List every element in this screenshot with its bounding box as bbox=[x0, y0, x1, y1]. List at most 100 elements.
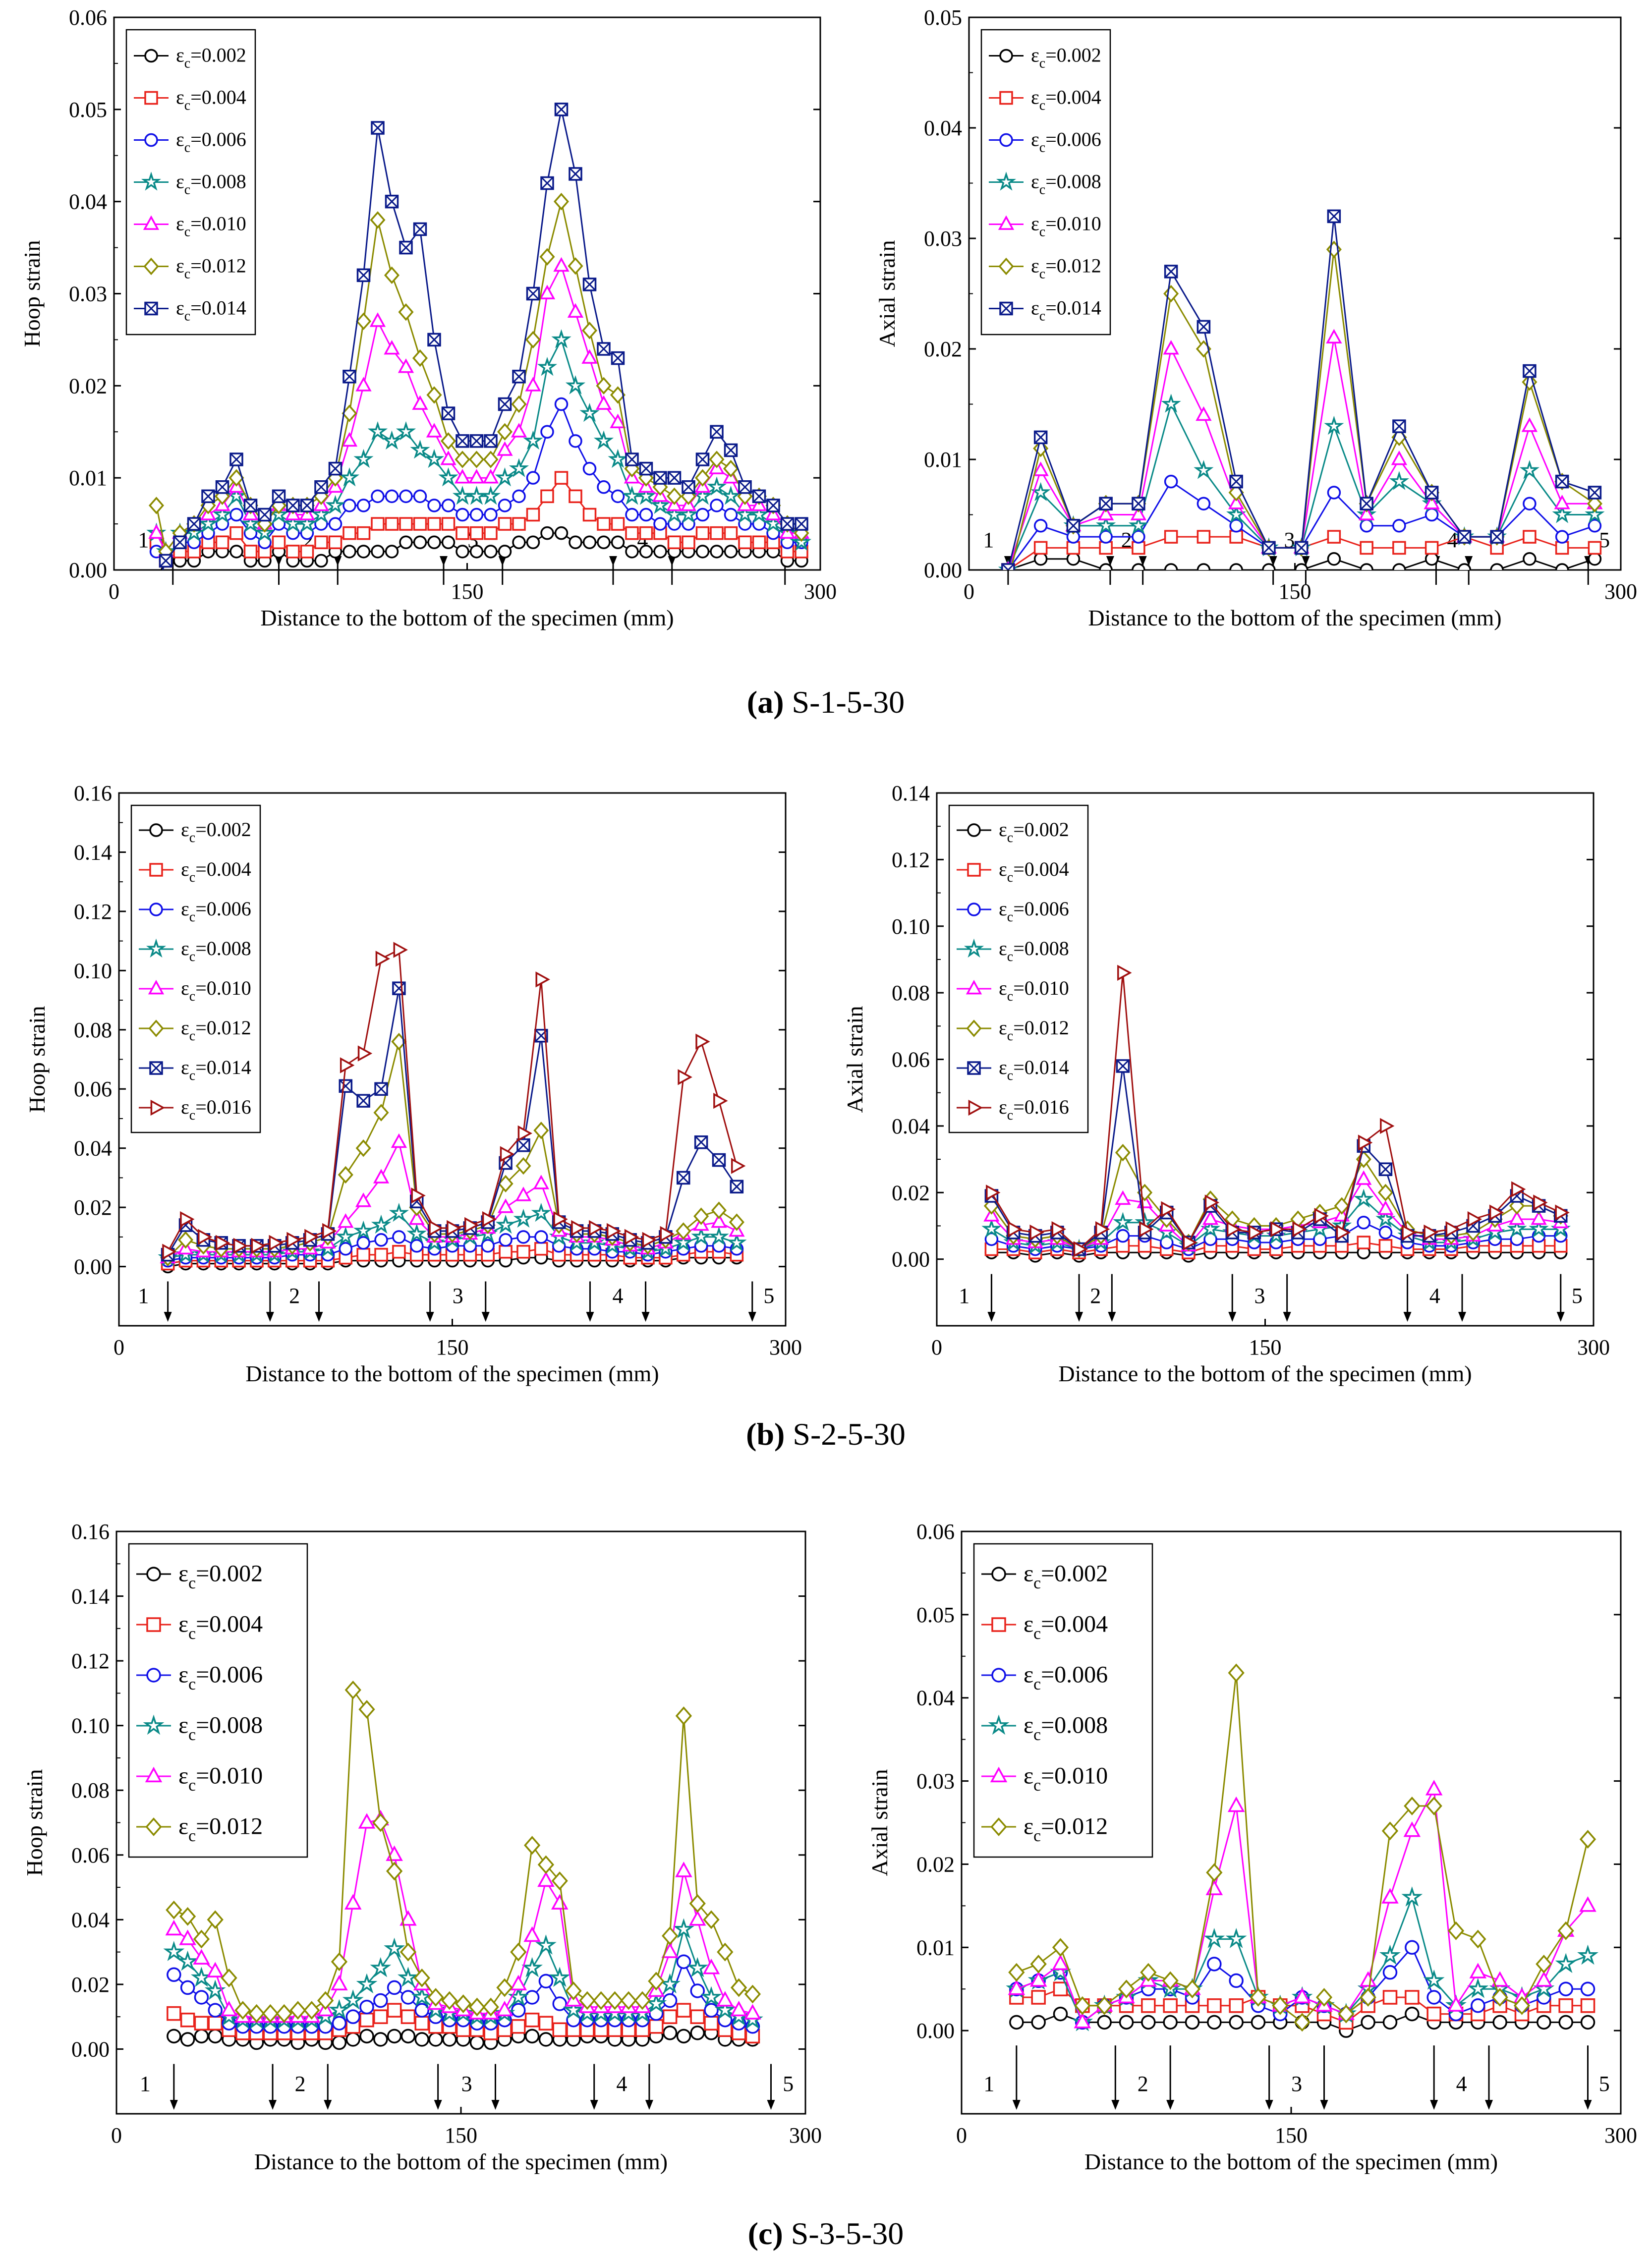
y-tick-label: 0.03 bbox=[69, 282, 107, 306]
y-tick-label: 0.05 bbox=[924, 5, 962, 30]
data-point-0.010 bbox=[206, 1962, 224, 1977]
data-point-0.002 bbox=[1382, 2015, 1398, 2030]
data-point-0.012 bbox=[1206, 1863, 1223, 1882]
data-point-0.002 bbox=[1262, 563, 1276, 570]
y-tick-label: 0.00 bbox=[916, 2019, 955, 2043]
caption-b-name: S-2-5-30 bbox=[785, 1416, 906, 1452]
data-point-0.002 bbox=[569, 535, 582, 549]
data-point-0.008 bbox=[691, 1226, 711, 1246]
data-point-0.004 bbox=[356, 1247, 370, 1262]
data-point-0.002 bbox=[639, 545, 653, 559]
data-point-0.012 bbox=[568, 257, 583, 275]
zone-arrow-head bbox=[590, 2100, 598, 2110]
data-point-0.010 bbox=[341, 432, 358, 447]
data-point-0.006 bbox=[392, 1230, 406, 1244]
data-point-0.016 bbox=[1226, 1221, 1242, 1238]
data-point-0.010 bbox=[730, 2000, 747, 2017]
data-point-0.010 bbox=[1326, 329, 1342, 344]
data-point-0.008 bbox=[384, 1937, 405, 1958]
data-point-0.006 bbox=[413, 489, 427, 504]
data-point-0.014 bbox=[484, 434, 498, 448]
data-point-0.010 bbox=[567, 303, 584, 318]
zone-arrow-head bbox=[1111, 2100, 1120, 2110]
data-point-0.002 bbox=[1588, 552, 1602, 566]
legend-swatch-marker bbox=[999, 49, 1013, 63]
zone-arrow-head bbox=[1269, 556, 1277, 566]
data-point-0.006 bbox=[569, 434, 582, 448]
legend-label: εc=0.006 bbox=[178, 1661, 263, 1693]
y-tick-label: 0.16 bbox=[74, 781, 112, 805]
data-point-0.006 bbox=[1357, 1215, 1370, 1230]
data-point-0.006 bbox=[1132, 530, 1145, 544]
data-point-0.014 bbox=[413, 222, 427, 236]
data-point-0.012 bbox=[1425, 1797, 1442, 1815]
data-point-0.014 bbox=[1164, 265, 1178, 279]
legend-swatch-marker bbox=[967, 863, 981, 877]
data-point-0.014 bbox=[159, 554, 173, 568]
caption-c-letter: (c) bbox=[748, 2216, 783, 2251]
y-tick-label: 0.05 bbox=[69, 98, 107, 122]
data-point-0.012 bbox=[693, 1207, 709, 1225]
legend-swatch-marker bbox=[146, 1617, 161, 1632]
data-point-0.012 bbox=[731, 1978, 747, 1997]
data-point-0.010 bbox=[595, 395, 612, 410]
data-point-0.016 bbox=[660, 1226, 675, 1242]
series-group bbox=[146, 103, 812, 570]
data-point-0.002 bbox=[356, 545, 371, 559]
data-point-0.010 bbox=[510, 1975, 527, 1991]
data-point-0.016 bbox=[411, 1187, 426, 1204]
data-point-0.006 bbox=[710, 499, 724, 512]
legend-label: εc=0.002 bbox=[999, 818, 1069, 846]
data-point-0.008 bbox=[721, 486, 741, 505]
data-point-0.012 bbox=[1272, 1996, 1289, 2015]
data-point-0.016 bbox=[1424, 1224, 1438, 1241]
legend-swatch-marker bbox=[146, 938, 167, 958]
data-point-0.006 bbox=[1426, 1990, 1441, 2005]
x-axis-title: Distance to the bottom of the specimen (… bbox=[1084, 2149, 1498, 2174]
data-point-0.002 bbox=[167, 2029, 181, 2044]
x-tick-label: 300 bbox=[804, 579, 837, 604]
data-point-0.012 bbox=[166, 1900, 182, 1920]
legend-swatch-marker bbox=[967, 903, 981, 916]
x-tick-label: 0 bbox=[956, 2123, 967, 2147]
data-point-0.004 bbox=[540, 489, 554, 504]
data-point-0.012 bbox=[1338, 2004, 1355, 2024]
data-point-0.002 bbox=[180, 2032, 195, 2047]
data-point-0.012 bbox=[193, 1929, 210, 1949]
data-point-0.010 bbox=[369, 312, 386, 327]
legend-swatch-marker bbox=[966, 1019, 982, 1037]
data-point-0.008 bbox=[551, 329, 571, 348]
zone-arrow-head bbox=[164, 1312, 172, 1322]
y-tick-label: 0.04 bbox=[924, 116, 962, 140]
data-point-0.004 bbox=[1163, 1998, 1178, 2013]
data-point-0.008 bbox=[339, 467, 360, 487]
data-point-0.010 bbox=[581, 349, 598, 364]
legend-swatch-marker bbox=[148, 979, 165, 995]
data-point-0.006 bbox=[469, 508, 484, 522]
data-point-0.016 bbox=[198, 1229, 213, 1245]
legend-label: εc=0.002 bbox=[178, 1560, 263, 1592]
legend-swatch-marker bbox=[998, 215, 1015, 230]
data-point-0.002 bbox=[345, 2032, 360, 2047]
data-point-0.002 bbox=[469, 2035, 485, 2050]
data-point-0.008 bbox=[673, 1232, 693, 1251]
data-point-0.002 bbox=[428, 2032, 443, 2047]
data-point-0.006 bbox=[1555, 530, 1569, 544]
data-point-0.016 bbox=[269, 1235, 284, 1251]
data-point-0.008 bbox=[563, 1999, 584, 2020]
zone-label: 1 bbox=[959, 1284, 969, 1308]
x-axis-title: Distance to the bottom of the specimen (… bbox=[1088, 605, 1501, 630]
data-point-0.014 bbox=[1001, 563, 1015, 570]
data-point-0.004 bbox=[690, 2009, 705, 2024]
legend-label: εc=0.008 bbox=[178, 1712, 263, 1744]
zone-arrow-head bbox=[1584, 2100, 1592, 2110]
y-tick-label: 0.06 bbox=[74, 1077, 112, 1101]
data-point-0.010 bbox=[193, 1949, 210, 1965]
data-point-0.012 bbox=[553, 193, 570, 211]
data-point-0.004 bbox=[611, 517, 625, 531]
data-point-0.006 bbox=[695, 508, 710, 522]
data-point-0.016 bbox=[1380, 1118, 1395, 1134]
data-point-0.008 bbox=[311, 504, 332, 523]
data-point-0.006 bbox=[1327, 486, 1341, 500]
data-point-0.010 bbox=[1359, 1971, 1377, 1987]
